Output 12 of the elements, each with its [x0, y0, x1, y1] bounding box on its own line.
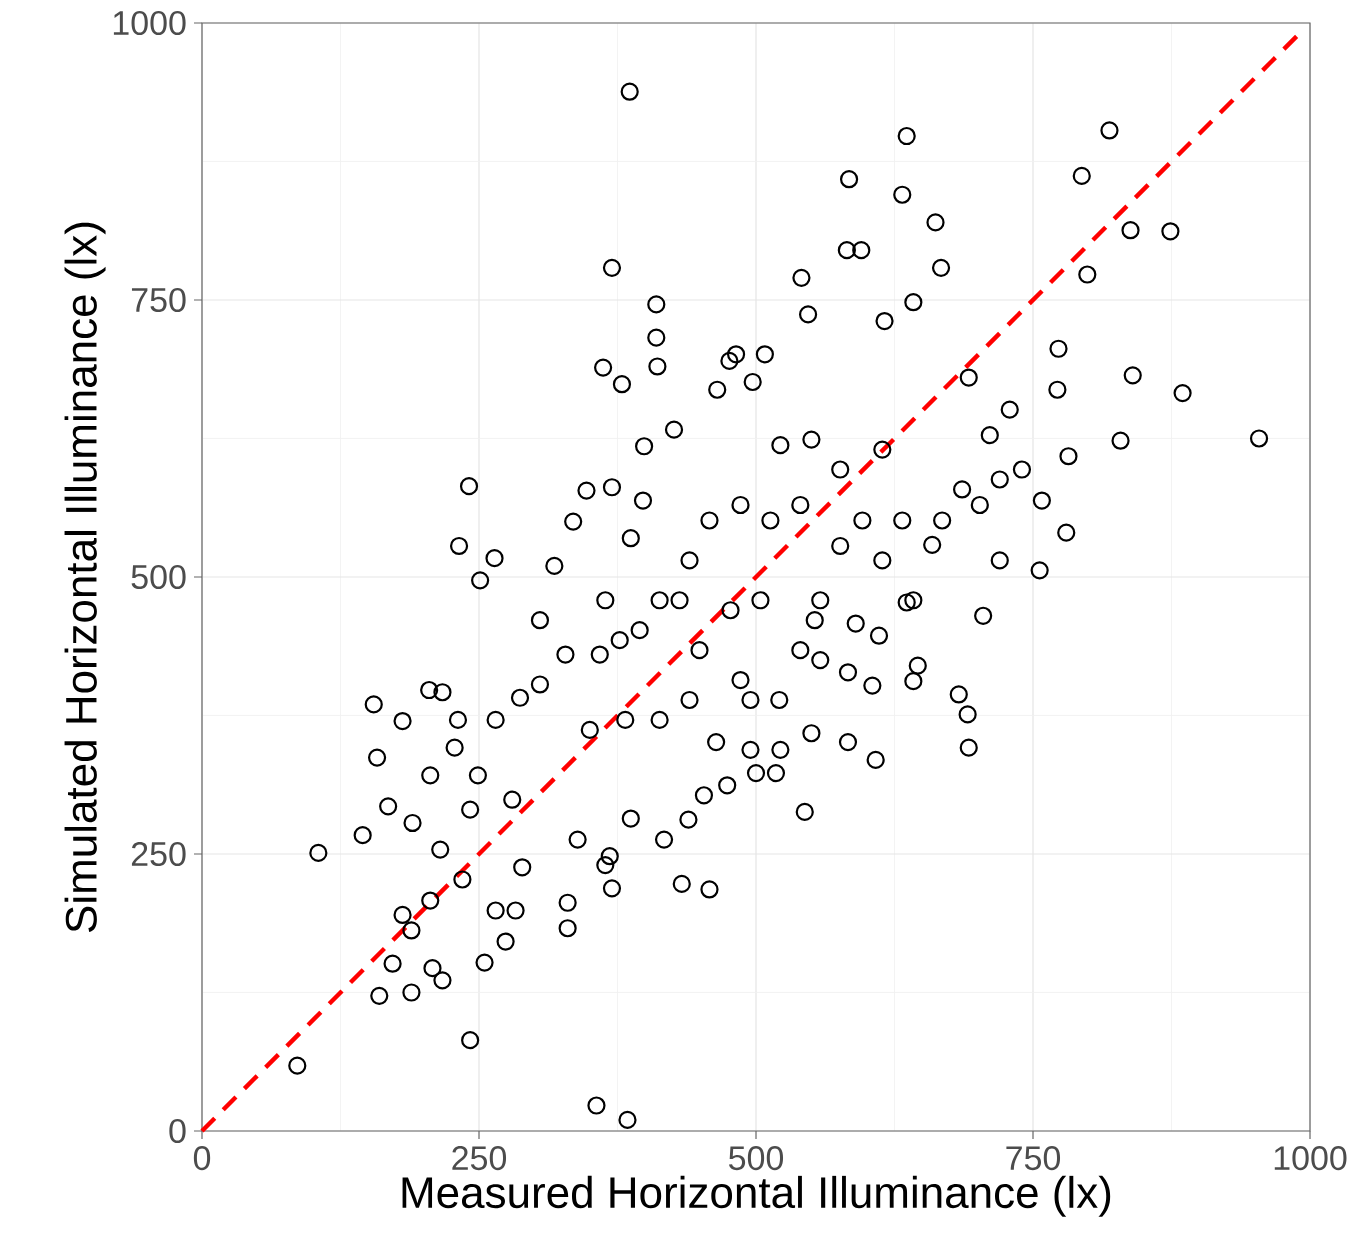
y-axis-title: Simulated Horizontal Illuminance (lx) — [64, 222, 106, 933]
x-tick-label: 750 — [1006, 1146, 1061, 1171]
x-tick-label: 1000 — [1274, 1146, 1347, 1171]
x-tick-label: 250 — [452, 1146, 507, 1171]
x-tick-label: 0 — [193, 1146, 211, 1171]
x-axis-title: Measured Horizontal Illuminance (lx) — [402, 1175, 1111, 1217]
y-tick-label: 750 — [131, 287, 186, 313]
y-tick-label: 250 — [131, 841, 186, 867]
y-tick-label: 1000 — [113, 10, 186, 36]
y-tick-label: 0 — [169, 1118, 186, 1144]
x-tick-label: 500 — [728, 1146, 784, 1171]
y-tick-label: 500 — [131, 564, 186, 590]
